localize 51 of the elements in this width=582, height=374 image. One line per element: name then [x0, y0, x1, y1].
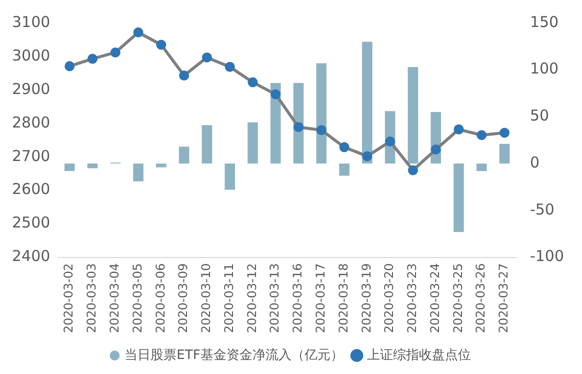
x-tick-label: 2020-03-06: [153, 263, 168, 334]
bar: [156, 164, 166, 168]
y2-tick-label: -50: [530, 200, 554, 218]
bar: [476, 164, 487, 172]
y-tick-label: 2700: [12, 146, 50, 165]
bar: [133, 164, 144, 182]
x-tick-label: 2020-03-05: [130, 263, 144, 334]
x-tick-label: 2020-03-17: [314, 263, 328, 334]
y2-tick-label: 150: [530, 12, 559, 31]
x-tick-label: 2020-03-12: [244, 263, 259, 334]
bar: [316, 63, 327, 164]
bar: [362, 42, 372, 164]
bar: [224, 164, 235, 190]
x-tick-label: 2020-03-09: [176, 263, 190, 334]
y2-tick-label: 50: [530, 106, 550, 125]
y2-tick-label: 0: [530, 153, 540, 172]
bar: [64, 164, 75, 172]
x-tick-label: 2020-03-24: [428, 263, 442, 334]
x-tick-label: 2020-03-10: [199, 263, 214, 334]
y-tick-label: 2500: [12, 214, 50, 232]
x-tick-label: 2020-03-13: [268, 263, 282, 334]
x-tick-label: 2020-03-02: [62, 263, 76, 334]
bar: [499, 144, 510, 164]
x-tick-label: 2020-03-26: [474, 263, 488, 334]
legend-label: 上证综指收盘点位: [366, 348, 471, 363]
y-tick-label: 2800: [12, 113, 50, 132]
bar: [339, 164, 350, 176]
x-tick-label: 2020-03-19: [359, 263, 374, 334]
legend-label: 当日股票ETF基金资金净流入（亿元）: [124, 346, 344, 363]
bar: [202, 125, 212, 164]
y2-tick-label: 100: [530, 60, 559, 78]
x-tick-label: 2020-03-25: [450, 263, 465, 334]
bar: [87, 164, 98, 168]
y-tick-label: 2400: [12, 247, 50, 266]
y-tick-label: 2600: [12, 180, 50, 198]
bar: [178, 146, 190, 164]
x-tick-label: 2020-03-03: [84, 263, 99, 334]
x-tick-label: 2020-03-20: [382, 263, 396, 334]
bar: [408, 67, 418, 164]
x-tick-label: 2020-03-11: [222, 263, 236, 334]
x-tick-label: 2020-03-16: [290, 263, 305, 334]
bar: [248, 122, 258, 164]
bar: [454, 164, 464, 232]
x-tick-label: 2020-03-23: [405, 263, 420, 334]
y-tick-label: 3100: [12, 12, 50, 31]
y2-tick-label: -100: [530, 247, 564, 266]
x-tick-label: 2020-03-27: [496, 263, 511, 334]
x-tick-label: 2020-03-18: [336, 263, 350, 334]
x-tick-label: 2020-03-04: [108, 263, 122, 334]
y-tick-label: 2900: [12, 80, 50, 98]
y-tick-label: 3000: [12, 46, 50, 64]
